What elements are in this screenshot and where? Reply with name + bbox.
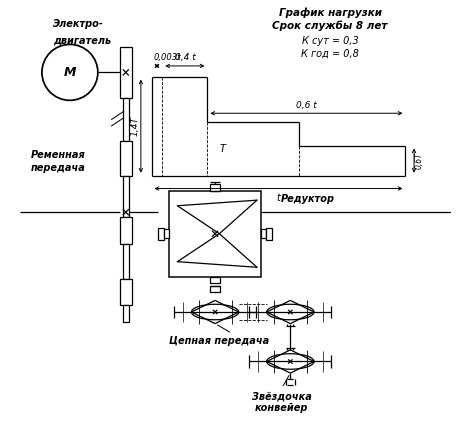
Text: 0,003t: 0,003t (154, 54, 181, 62)
Text: Ременная: Ременная (31, 150, 86, 160)
Bar (120, 279, 132, 305)
Text: 1,4T: 1,4T (131, 116, 140, 136)
Bar (169, 191, 261, 277)
Bar (211, 184, 220, 191)
Text: Электро-: Электро- (53, 19, 104, 29)
Text: Срок службы 8 лет: Срок службы 8 лет (272, 21, 388, 31)
Text: 0,6 t: 0,6 t (296, 101, 317, 110)
Text: График нагрузки: График нагрузки (279, 8, 382, 18)
Text: Цепная передача: Цепная передача (169, 336, 269, 346)
Bar (123, 245, 129, 279)
Bar (120, 216, 132, 245)
Bar (123, 305, 129, 322)
Text: T: T (219, 144, 226, 154)
Bar (158, 228, 163, 240)
Bar (211, 286, 220, 292)
Bar (120, 47, 132, 98)
Bar (261, 229, 267, 238)
Text: t: t (276, 193, 280, 203)
Text: передача: передача (31, 163, 86, 173)
Bar (211, 277, 220, 283)
Text: Звёздочка
конвейер: Звёздочка конвейер (252, 391, 312, 413)
Text: Редуктор: Редуктор (281, 194, 335, 204)
Bar (123, 176, 129, 216)
Bar (267, 228, 272, 240)
Text: К сут = 0,3: К сут = 0,3 (302, 36, 358, 46)
Text: M: M (64, 66, 76, 79)
Text: двигатель: двигатель (53, 36, 111, 46)
Text: К год = 0,8: К год = 0,8 (301, 49, 359, 59)
Bar (123, 98, 129, 141)
Text: 0,4 t: 0,4 t (175, 54, 195, 62)
Bar (120, 141, 132, 176)
Text: 0,6T: 0,6T (414, 152, 424, 169)
Bar (163, 229, 169, 238)
